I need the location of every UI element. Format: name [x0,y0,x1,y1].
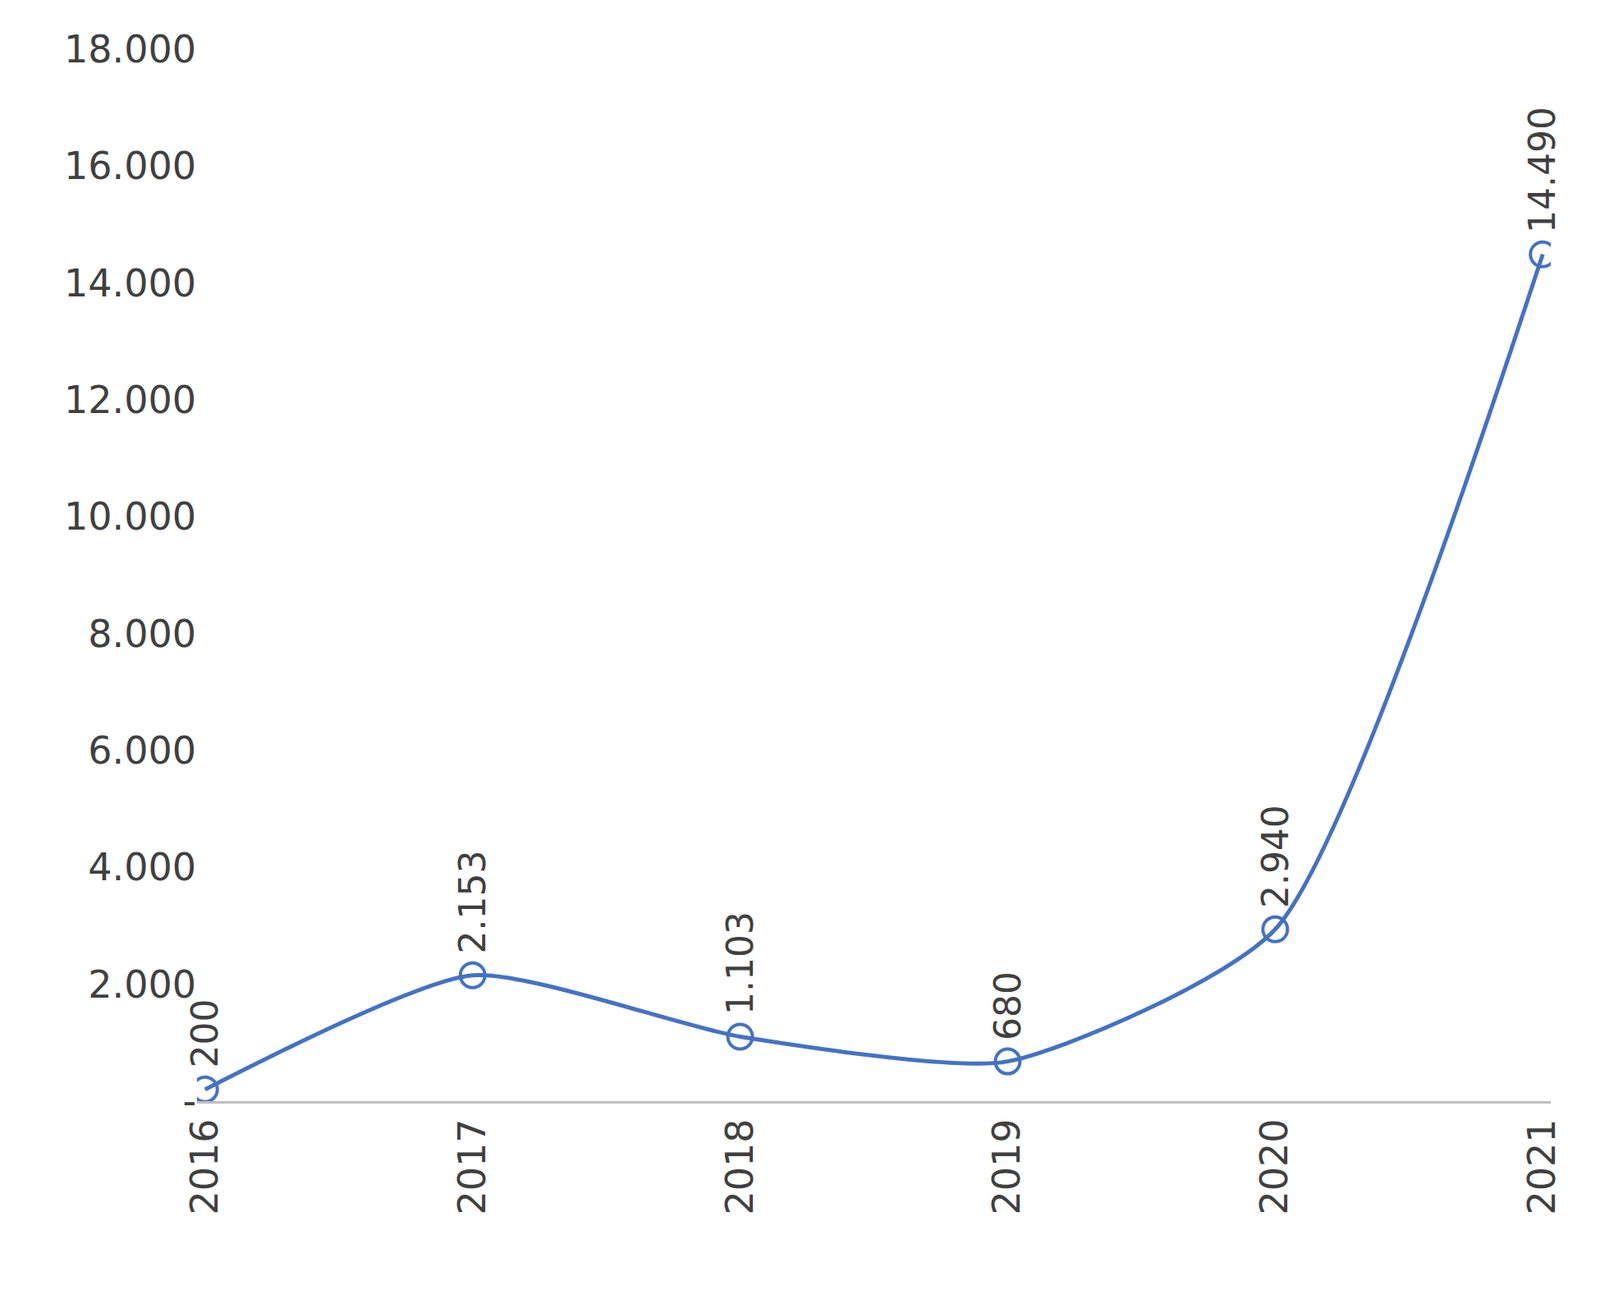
svg-text:2020: 2020 [1251,1118,1297,1215]
svg-text:2.940: 2.940 [1254,804,1297,908]
svg-text:6.000: 6.000 [87,728,197,773]
svg-text:14.000: 14.000 [64,261,197,306]
svg-text:2017: 2017 [449,1118,495,1215]
svg-text:2.000: 2.000 [87,962,197,1007]
svg-text:2019: 2019 [984,1118,1029,1215]
svg-text:2018: 2018 [717,1118,762,1215]
svg-text:1.103: 1.103 [719,911,762,1015]
svg-text:16.000: 16.000 [64,143,197,188]
svg-text:-: - [182,1078,197,1124]
svg-text:4.000: 4.000 [87,844,197,890]
svg-text:2016: 2016 [182,1118,227,1215]
svg-text:200: 200 [183,999,226,1069]
svg-text:14.490: 14.490 [1521,106,1564,234]
svg-text:2.153: 2.153 [451,849,494,954]
svg-text:18.000: 18.000 [64,27,197,72]
svg-text:10.000: 10.000 [64,494,197,539]
svg-text:12.000: 12.000 [64,377,197,422]
svg-text:680: 680 [986,971,1029,1041]
svg-text:2021: 2021 [1519,1118,1564,1215]
svg-text:8.000: 8.000 [87,611,197,656]
